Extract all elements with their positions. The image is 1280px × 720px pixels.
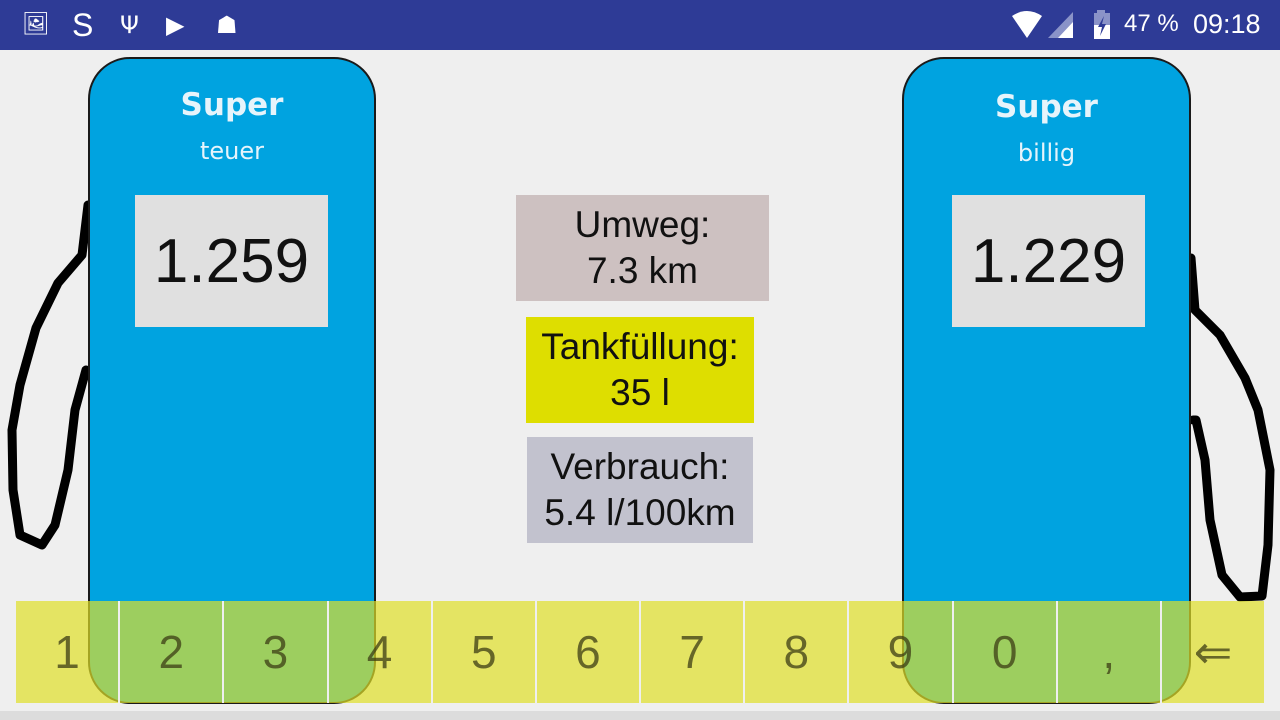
wifi-icon (1012, 11, 1073, 38)
detour-label: Umweg: (574, 204, 711, 245)
pump-cheap[interactable]: Super billig (902, 57, 1191, 704)
pump-title: Super (995, 89, 1098, 125)
usb-icon: Ψ (120, 11, 139, 39)
battery-charging-icon (1094, 10, 1110, 39)
pump-title: Super (180, 87, 284, 123)
key-6[interactable]: 6 (536, 601, 642, 703)
s-app-icon: S (72, 7, 94, 43)
key-3[interactable]: 3 (224, 601, 329, 703)
bottom-edge (0, 711, 1280, 720)
detour-value: 7.3 km (586, 250, 699, 291)
left-hose (7, 200, 93, 550)
key-comma[interactable]: , (1057, 601, 1162, 703)
consumption-label: Verbrauch: (550, 446, 730, 487)
consumption-value: 5.4 l/100km (544, 492, 736, 533)
pump-subtitle: teuer (199, 137, 265, 165)
play-store-icon: ▶ (166, 11, 185, 39)
price-cheap[interactable]: 1.229 (952, 195, 1145, 327)
consumption-field[interactable]: Verbrauch: 5.4 l/100km (527, 437, 753, 543)
key-9[interactable]: 9 (849, 601, 954, 703)
key-5[interactable]: 5 (432, 601, 537, 703)
fill-field[interactable]: Tankfüllung: 35 l (526, 317, 754, 423)
key-2[interactable]: 2 (120, 601, 225, 703)
pump-subtitle: billig (1017, 139, 1076, 167)
clock: 09:18 (1193, 9, 1261, 39)
key-0[interactable]: 0 (953, 601, 1058, 703)
gallery-icon: 🖼 (22, 12, 50, 37)
price-expensive[interactable]: 1.259 (135, 195, 328, 327)
fill-label: Tankfüllung: (541, 326, 739, 367)
keypad: 1 2 3 4 5 6 7 8 9 0 , ⇐ (16, 601, 1265, 703)
detour-field[interactable]: Umweg: 7.3 km (516, 195, 769, 301)
key-8[interactable]: 8 (745, 601, 850, 703)
key-7[interactable]: 7 (641, 601, 746, 703)
battery-percent: 47 % (1124, 10, 1179, 37)
key-4[interactable]: 4 (328, 601, 433, 703)
status-bar: 🖼 S Ψ ▶ ☗ 47 % 09:18 (0, 0, 1280, 50)
right-hose (1186, 253, 1275, 602)
pump-expensive[interactable]: Super teuer (88, 57, 376, 704)
backspace-key[interactable]: ⇐ (1161, 601, 1265, 703)
android-debug-icon: ☗ (216, 11, 238, 39)
key-1[interactable]: 1 (16, 601, 121, 703)
fill-value: 35 l (610, 372, 670, 413)
